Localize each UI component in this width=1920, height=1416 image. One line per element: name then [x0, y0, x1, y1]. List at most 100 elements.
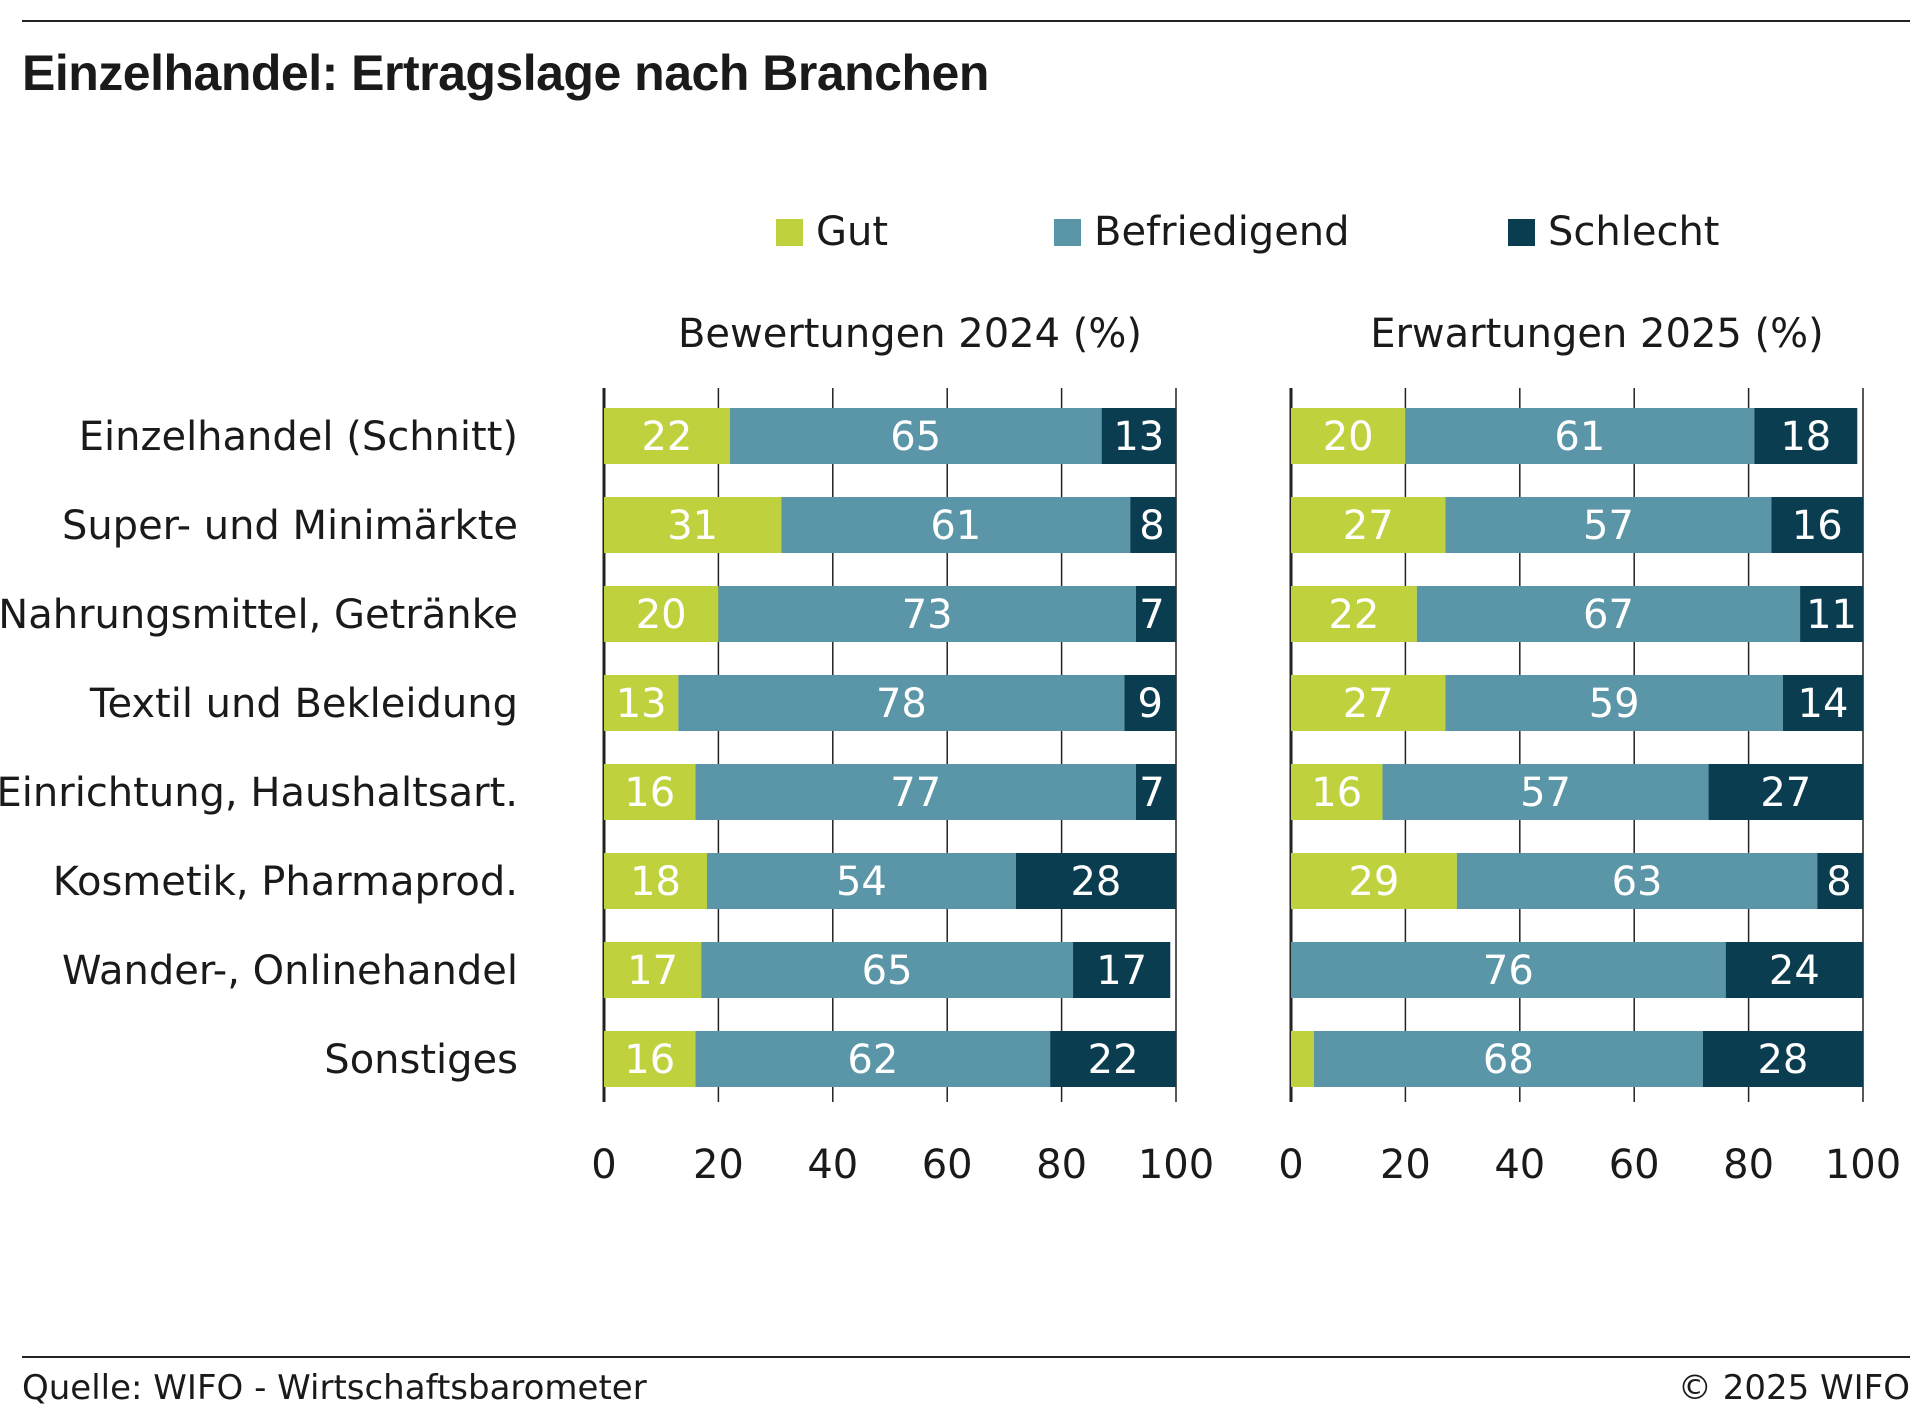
bar-label: 62 [847, 1037, 898, 1083]
bar-label: 67 [1583, 592, 1634, 638]
copyright-note: © 2025 WIFO [1677, 1368, 1910, 1408]
bar-label: 8 [1139, 503, 1164, 549]
bar-segment-gut [604, 408, 730, 464]
bar-segment-schlecht [1130, 497, 1176, 553]
bar-label: 7 [1139, 592, 1164, 638]
bar-label: 78 [876, 681, 927, 727]
bar-label: 7 [1139, 770, 1164, 816]
bar-label: 13 [1113, 414, 1164, 460]
bar-segment-schlecht [1050, 1031, 1176, 1087]
bar-label: 17 [627, 948, 678, 994]
bar-segment-gut [604, 675, 679, 731]
legend-swatch-0 [776, 219, 803, 246]
bar-label: 31 [667, 503, 718, 549]
bar-segment-gut [1291, 497, 1446, 553]
bar-segment-schlecht [1015, 853, 1176, 909]
category-label: Nahrungsmittel, Getränke [0, 592, 518, 638]
bar-segment-befriedigend [1416, 586, 1801, 642]
bar-label: 8 [1826, 859, 1851, 905]
bar-segment-befriedigend [718, 586, 1136, 642]
bar-label: 57 [1583, 503, 1634, 549]
bar-label: 61 [1554, 414, 1605, 460]
category-label: Einrichtung, Haushaltsart. [0, 770, 518, 816]
bar-segment-befriedigend [1382, 764, 1709, 820]
bar-label: 27 [1760, 770, 1811, 816]
bar-segment-befriedigend [1313, 1031, 1703, 1087]
x-tick-label: 20 [1380, 1142, 1431, 1188]
bar-label: 16 [624, 1037, 675, 1083]
category-label: Kosmetik, Pharmaprod. [53, 859, 518, 905]
bar-segment-schlecht [1702, 1031, 1863, 1087]
bar-segment-schlecht [1817, 853, 1863, 909]
bar-segment-befriedigend [781, 497, 1131, 553]
x-tick-label: 0 [591, 1142, 616, 1188]
bar-segment-gut [604, 942, 702, 998]
bar-label: 18 [1780, 414, 1831, 460]
bar-label: 9 [1138, 681, 1163, 727]
legend-label-0: Gut [816, 209, 888, 255]
x-tick-label: 80 [1036, 1142, 1087, 1188]
bar-segment-schlecht [1124, 675, 1176, 731]
x-tick-label: 0 [1278, 1142, 1303, 1188]
x-tick-label: 40 [1494, 1142, 1545, 1188]
bar-label: 22 [641, 414, 692, 460]
bar-label: 27 [1343, 681, 1394, 727]
category-label: Wander-, Onlinehandel [62, 948, 518, 994]
bar-label: 76 [1483, 948, 1534, 994]
bar-segment-befriedigend [701, 942, 1074, 998]
category-label: Einzelhandel (Schnitt) [79, 414, 518, 460]
bar-label: 77 [890, 770, 941, 816]
bar-label: 65 [862, 948, 913, 994]
x-tick-label: 100 [1825, 1142, 1901, 1188]
bar-segment-befriedigend [1291, 942, 1726, 998]
x-tick-label: 60 [922, 1142, 973, 1188]
bar-label: 61 [930, 503, 981, 549]
legend-swatch-1 [1054, 219, 1081, 246]
x-tick-label: 40 [807, 1142, 858, 1188]
bar-segment-schlecht [1073, 942, 1171, 998]
panel-title-0: Bewertungen 2024 (%) [678, 311, 1142, 357]
bar-segment-gut [604, 853, 707, 909]
category-label: Super- und Minimärkte [62, 503, 518, 549]
bar-segment-befriedigend [695, 1031, 1051, 1087]
bar-segment-befriedigend [1456, 853, 1818, 909]
bar-segment-befriedigend [678, 675, 1125, 731]
bar-segment-gut [1291, 675, 1446, 731]
bar-segment-befriedigend [1405, 408, 1755, 464]
bar-label: 68 [1483, 1037, 1534, 1083]
bar-segment-befriedigend [1445, 497, 1772, 553]
legend-label-2: Schlecht [1548, 209, 1719, 255]
bar-label: 28 [1757, 1037, 1808, 1083]
bar-segment-gut [1291, 408, 1406, 464]
bar-segment-schlecht [1101, 408, 1176, 464]
bar-segment-gut [604, 764, 696, 820]
bar-label: 22 [1328, 592, 1379, 638]
bar-segment-schlecht [1135, 586, 1176, 642]
x-tick-label: 60 [1609, 1142, 1660, 1188]
bottom-rule [22, 1356, 1910, 1358]
bar-label: 65 [890, 414, 941, 460]
legend-swatch-2 [1508, 219, 1535, 246]
bar-segment-gut [1291, 1031, 1314, 1087]
bar-segment-befriedigend [695, 764, 1136, 820]
bar-label: 17 [1096, 948, 1147, 994]
source-note: Quelle: WIFO - Wirtschaftsbarometer [22, 1368, 647, 1408]
bar-segment-gut [604, 586, 719, 642]
bar-segment-schlecht [1771, 497, 1863, 553]
bar-segment-schlecht [1754, 408, 1858, 464]
top-rule [22, 20, 1910, 22]
bar-segment-schlecht [1135, 764, 1176, 820]
category-label: Sonstiges [324, 1037, 518, 1083]
bar-segment-schlecht [1708, 764, 1863, 820]
bar-label: 16 [1311, 770, 1362, 816]
bar-label: 24 [1769, 948, 1820, 994]
bar-label: 28 [1070, 859, 1121, 905]
bar-segment-schlecht [1800, 586, 1863, 642]
bar-label: 63 [1612, 859, 1663, 905]
bar-segment-schlecht [1725, 942, 1863, 998]
legend-label-1: Befriedigend [1094, 209, 1350, 255]
panel-title-1: Erwartungen 2025 (%) [1370, 311, 1824, 357]
bar-label: 11 [1806, 592, 1857, 638]
bar-label: 22 [1088, 1037, 1139, 1083]
